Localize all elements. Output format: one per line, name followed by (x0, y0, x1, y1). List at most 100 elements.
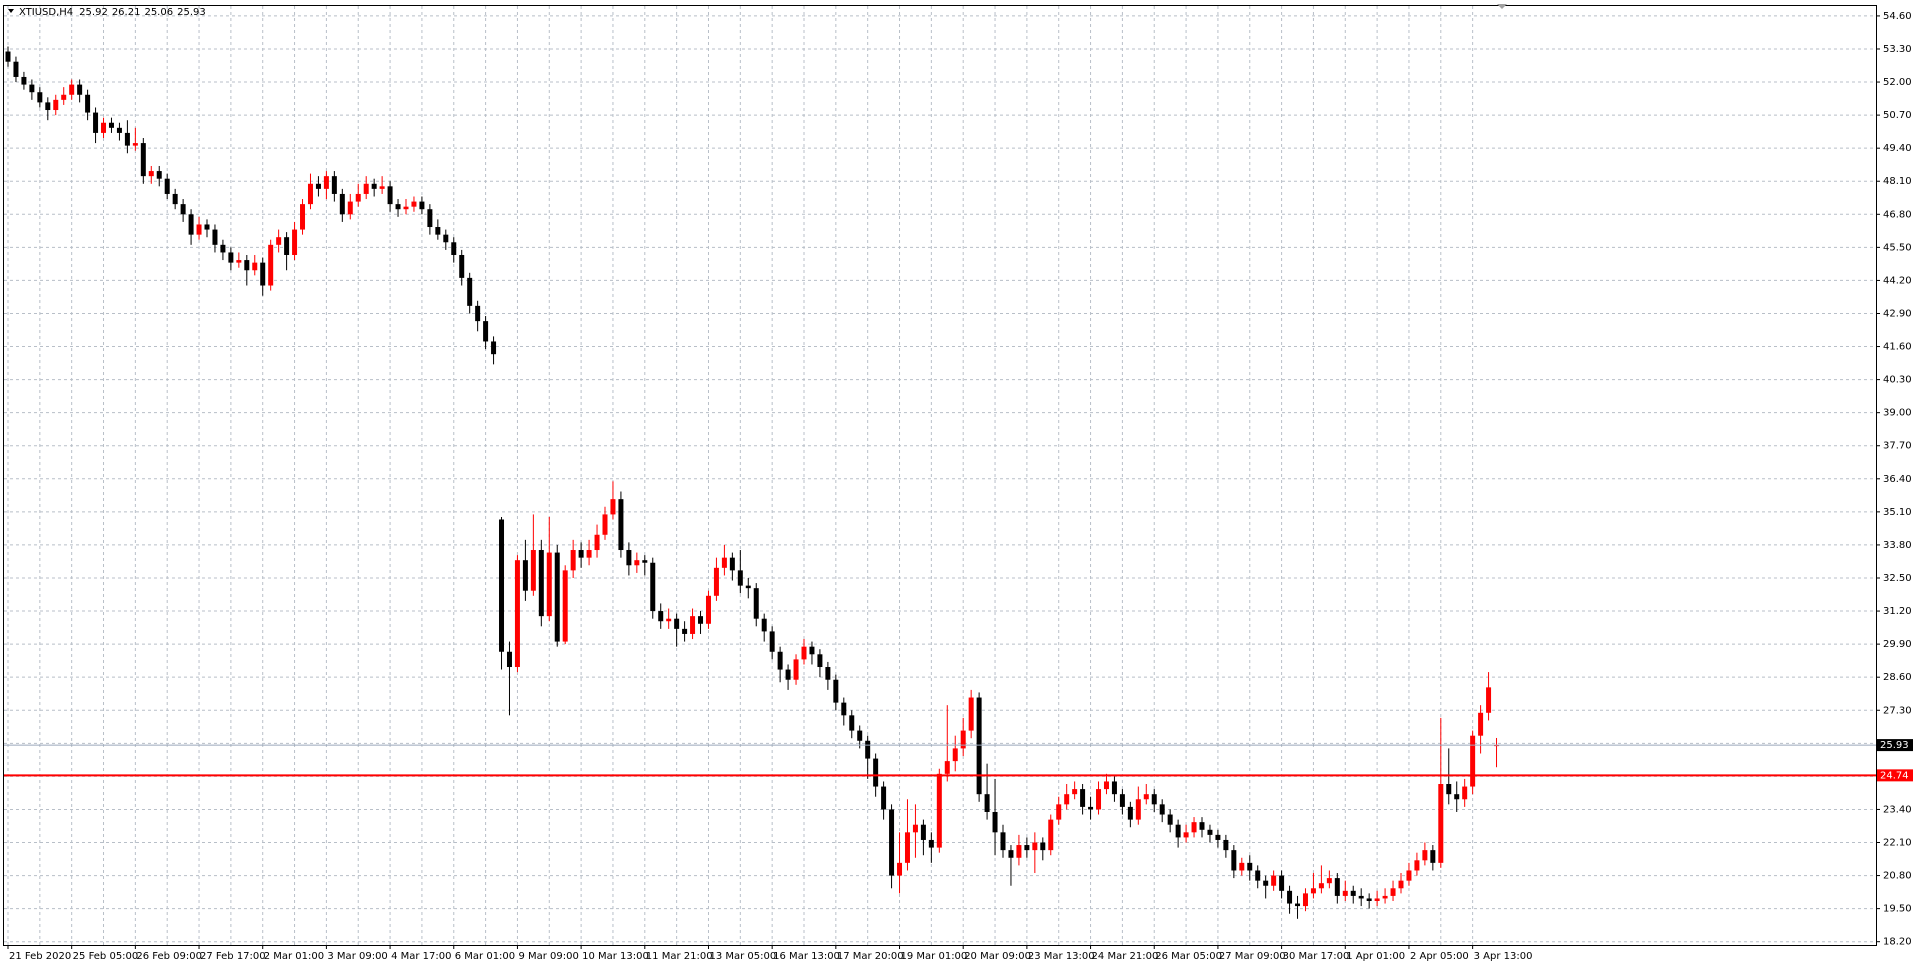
x-tick-label: 19 Mar 01:00 (901, 951, 968, 962)
candle-body (690, 616, 696, 634)
candle-body (570, 550, 576, 571)
y-tick-label: 42.90 (1883, 308, 1912, 319)
candle-body (1056, 804, 1062, 820)
candle-body (300, 204, 306, 230)
candle-body (1263, 880, 1269, 886)
price-tag-label: 25.93 (1880, 740, 1909, 751)
candle-body (13, 61, 19, 77)
candle-body (666, 618, 672, 622)
x-tick-label: 30 Mar 17:00 (1283, 951, 1350, 962)
candle-body (642, 560, 648, 563)
y-tick-label: 54.60 (1883, 11, 1912, 22)
candle-body (331, 176, 337, 194)
x-tick-label: 13 Mar 05:00 (709, 951, 776, 962)
candle-body (920, 824, 926, 840)
candle-body (268, 244, 274, 286)
header-high: 26.21 (112, 7, 141, 18)
candle-body (124, 132, 130, 146)
candle-body (93, 112, 99, 133)
candle-body (873, 758, 879, 787)
candle-body (968, 697, 974, 731)
y-tick-label: 20.80 (1883, 871, 1912, 882)
y-tick-label: 37.70 (1883, 441, 1912, 452)
plot-frame (3, 5, 1877, 946)
candle-body (1008, 850, 1014, 858)
candle-body (292, 229, 298, 255)
candle-body (1255, 870, 1261, 881)
candle-body (379, 186, 385, 189)
candle-body (1239, 862, 1245, 871)
candle-body (244, 260, 250, 271)
y-tick-label: 44.20 (1883, 275, 1912, 286)
y-tick-label: 31.20 (1883, 606, 1912, 617)
x-tick-label: 17 Mar 20:00 (837, 951, 904, 962)
candle-body (698, 616, 704, 624)
x-tick-label: 2 Apr 05:00 (1410, 951, 1469, 962)
candle-body (228, 252, 234, 263)
candle-body (1096, 789, 1102, 810)
candle-body (1159, 804, 1165, 815)
candle-body (705, 595, 711, 624)
candle-body (443, 234, 449, 243)
chart-shift-marker[interactable] (1497, 4, 1507, 9)
candle-body (315, 183, 321, 189)
candle-body (904, 832, 910, 863)
x-tick-label: 11 Mar 21:00 (646, 951, 713, 962)
candle-body (721, 557, 727, 568)
candle-body (1287, 890, 1293, 904)
candle-body (562, 570, 568, 642)
candle-body (857, 730, 863, 741)
candle-body (1080, 789, 1086, 807)
candle-body (1088, 806, 1094, 810)
y-tick-label: 19.50 (1883, 904, 1912, 915)
candle-body (610, 499, 616, 515)
candle-body (1446, 784, 1452, 795)
price-tag (1877, 769, 1913, 782)
candle-body (212, 229, 218, 245)
menu-arrow[interactable] (8, 9, 14, 13)
candle-body (897, 862, 903, 876)
candle-body (952, 748, 958, 762)
candle-body (1040, 842, 1046, 851)
y-tick-label: 53.30 (1883, 44, 1912, 55)
candle-body (1048, 819, 1054, 851)
candle-body (475, 305, 481, 322)
y-tick-label: 22.10 (1883, 838, 1912, 849)
candle-body (944, 761, 950, 774)
y-tick-label: 52.00 (1883, 77, 1912, 88)
candle-body (833, 679, 839, 703)
candle-body (769, 631, 775, 652)
candle-body (180, 204, 186, 215)
candle-body (777, 651, 783, 670)
y-tick-label: 29.90 (1883, 639, 1912, 650)
candle-body (172, 193, 178, 205)
candle-body (284, 237, 290, 255)
symbol: XTIUSD,H4 (19, 7, 73, 18)
candle-body (1231, 850, 1237, 871)
y-tick-label: 45.50 (1883, 242, 1912, 253)
candle-body (1167, 814, 1173, 825)
candle-body (69, 84, 75, 95)
candle-body (1382, 895, 1388, 899)
header-low: 25.06 (144, 7, 173, 18)
candle-body (538, 550, 544, 617)
header-open: 25.92 (79, 7, 108, 18)
candle-body (1398, 880, 1404, 889)
candle-body (753, 588, 759, 619)
x-tick-label: 23 Mar 13:00 (1028, 951, 1095, 962)
candle-body (825, 667, 831, 680)
candle-body (912, 824, 918, 833)
candle-body (1111, 781, 1117, 795)
candle-body (1127, 806, 1133, 820)
candle-body (459, 254, 465, 278)
x-tick-label: 21 Feb 2020 (9, 951, 71, 962)
candle-body (347, 201, 353, 215)
candle-body (1422, 850, 1428, 861)
candles (5, 46, 1500, 919)
candle-body (1462, 786, 1468, 800)
candle-body (586, 550, 592, 558)
candle-body (1207, 829, 1213, 835)
candle-body (276, 237, 282, 245)
candle-body (530, 550, 536, 591)
candle-body (1135, 799, 1141, 820)
